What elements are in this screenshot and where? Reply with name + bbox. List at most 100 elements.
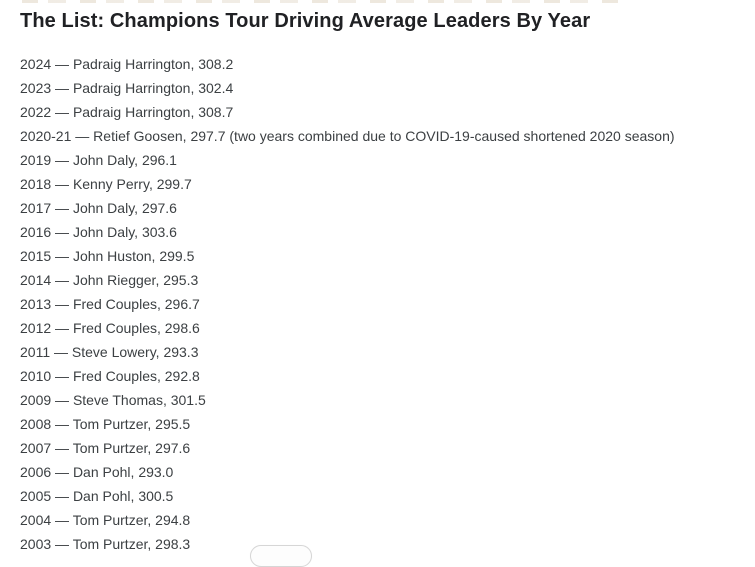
list-item-separator: — [75,128,90,144]
list-item-average: 295.3 [163,272,199,288]
list-item: 2005 — Dan Pohl, 300.5 [20,488,174,504]
list-item-average: 297.7 [190,128,226,144]
list-item-average: 298.6 [164,320,200,336]
list-item-separator: — [55,80,70,96]
list-item-average: 298.3 [155,536,191,552]
list-item: 2007 — Tom Purtzer, 297.6 [20,440,191,456]
list-item-separator: — [54,344,68,360]
list-item-player: Steve Thomas [72,392,163,408]
list-item-separator: — [55,104,70,120]
list-item: 2013 — Fred Couples, 296.7 [20,296,200,312]
list-item-separator: — [55,56,70,72]
list-item-average: 308.2 [198,56,234,72]
list-item: 2004 — Tom Purtzer, 294.8 [20,512,191,528]
list-item: 2023 — Padraig Harrington, 302.4 [20,80,234,96]
cutoff-button-bottom[interactable] [250,545,312,567]
list-item-player: John Daly [72,200,135,216]
list-item-player: John Daly [72,224,135,240]
list-item: 2003 — Tom Purtzer, 298.3 [20,536,191,552]
list-item: 2022 — Padraig Harrington, 308.7 [20,104,234,120]
list-item-average: 299.5 [159,248,195,264]
list-item-year: 2014 [20,272,52,288]
list-item-separator: — [55,152,70,168]
list-item-average: 300.5 [138,488,174,504]
list-item-year: 2019 [20,152,52,168]
list-item-separator: — [55,296,70,312]
list-item-year: 2012 [20,320,52,336]
list-item: 2008 — Tom Purtzer, 295.5 [20,416,191,432]
list-item-year: 2011 [20,344,51,360]
list-item-player: Dan Pohl [72,464,131,480]
list-item-average: 293.0 [138,464,174,480]
list-item-player: Fred Couples [72,320,157,336]
list-item-player: Padraig Harrington [72,56,191,72]
list-item-separator: — [55,512,70,528]
list-item-player: Padraig Harrington [72,80,191,96]
list-item-average: 293.3 [163,344,199,360]
list-item-average: 295.5 [155,416,191,432]
list-item-separator: — [55,320,70,336]
list-item: 2011 — Steve Lowery, 293.3 [20,344,199,360]
list-item: 2009 — Steve Thomas, 301.5 [20,392,206,408]
list-item-average: 303.6 [141,224,177,240]
list-item: 2024 — Padraig Harrington, 308.2 [20,56,234,72]
list-item: 2020-21 — Retief Goosen, 297.7 (two year… [20,128,675,144]
list-item-year: 2016 [20,224,52,240]
list-item-year: 2015 [20,248,52,264]
list-item-year: 2010 [20,368,52,384]
list-item-player: Dan Pohl [72,488,131,504]
list-item-average: 294.8 [155,512,191,528]
list-item: 2018 — Kenny Perry, 299.7 [20,176,192,192]
list-item-average: 301.5 [170,392,206,408]
list-item: 2019 — John Daly, 296.1 [20,152,177,168]
list-item-player: Padraig Harrington [72,104,191,120]
list-item-player: John Huston [72,248,152,264]
list-item-year: 2003 [20,536,52,552]
list-item-player: Tom Purtzer [72,512,148,528]
list-item-player: Kenny Perry [72,176,149,192]
list-item-average: 292.8 [164,368,200,384]
list-item-year: 2007 [20,440,52,456]
list-item: 2016 — John Daly, 303.6 [20,224,177,240]
list-item-player: Steve Lowery [71,344,156,360]
cutoff-text-top [22,0,622,3]
list-item-note: (two years combined due to COVID-19-caus… [229,128,675,144]
page-title: The List: Champions Tour Driving Average… [20,10,591,32]
list-item-average: 296.7 [164,296,200,312]
list-item-average: 297.6 [141,200,177,216]
list-item-separator: — [55,224,70,240]
list-item-year: 2013 [20,296,52,312]
list-item: 2012 — Fred Couples, 298.6 [20,320,200,336]
list-item-year: 2005 [20,488,52,504]
list-item-player: Tom Purtzer [72,416,148,432]
list-item: 2017 — John Daly, 297.6 [20,200,177,216]
list-item-average: 297.6 [155,440,191,456]
list-item-year: 2024 [20,56,52,72]
driving-average-leaders-list: 2024 — Padraig Harrington, 308.2 2023 — P… [20,52,755,556]
list-item-separator: — [55,176,70,192]
list-item: 2014 — John Riegger, 295.3 [20,272,199,288]
list-item-average: 299.7 [156,176,192,192]
list-item-year: 2008 [20,416,52,432]
list-item-separator: — [55,416,70,432]
list-item-average: 308.7 [198,104,234,120]
list-item-player: John Daly [72,152,135,168]
list-item-player: Fred Couples [72,368,157,384]
list-item-year: 2023 [20,80,52,96]
list-item-player: Tom Purtzer [72,440,148,456]
list-item-player: John Riegger [72,272,156,288]
list-item-separator: — [55,464,70,480]
list-item-year: 2020-21 [20,128,72,144]
list-item-separator: — [55,248,70,264]
list-item-year: 2017 [20,200,52,216]
list-item-separator: — [55,368,70,384]
list-item: 2006 — Dan Pohl, 293.0 [20,464,174,480]
list-item-separator: — [55,536,70,552]
list-item-year: 2006 [20,464,52,480]
list-item-year: 2018 [20,176,52,192]
list-item: 2010 — Fred Couples, 292.8 [20,368,200,384]
list-item-player: Tom Purtzer [72,536,148,552]
list-item-separator: — [55,392,70,408]
list-item-average: 296.1 [141,152,177,168]
list-item-separator: — [55,440,70,456]
